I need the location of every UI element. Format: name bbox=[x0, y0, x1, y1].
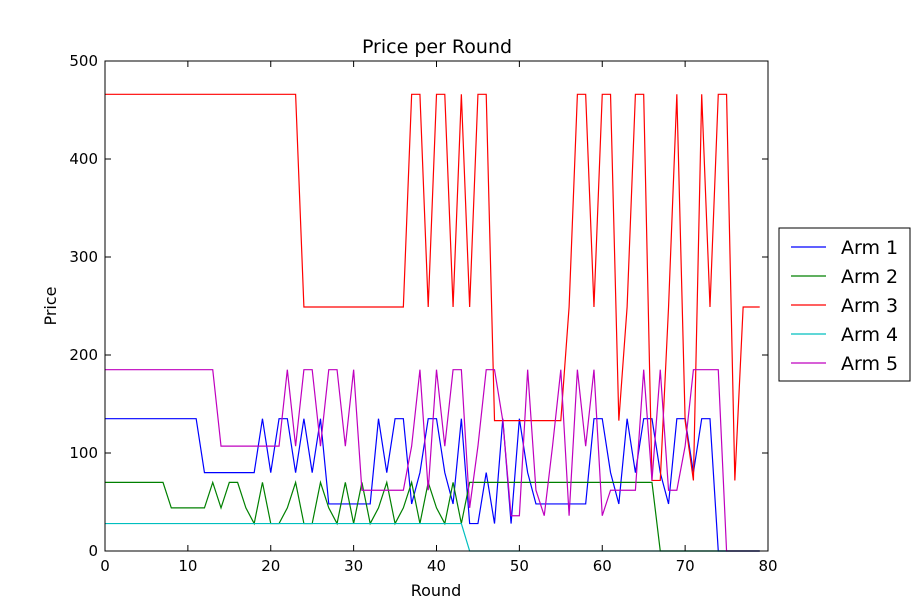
x-tick-label: 80 bbox=[758, 557, 777, 575]
x-tick-label: 50 bbox=[510, 557, 529, 575]
legend-label-1: Arm 1 bbox=[841, 237, 898, 259]
x-axis-title: Round bbox=[411, 581, 462, 600]
plot-lines bbox=[105, 93, 760, 552]
y-axis-title: Price bbox=[41, 286, 60, 325]
series-line-2 bbox=[105, 480, 760, 552]
legend: Arm 1 Arm 2 Arm 3 Arm 4 Arm 5 bbox=[778, 227, 911, 382]
y-tick-label: 0 bbox=[88, 542, 98, 560]
x-tick-label: 70 bbox=[676, 557, 695, 575]
legend-label-5: Arm 5 bbox=[841, 353, 898, 375]
x-tick-label: 10 bbox=[178, 557, 197, 575]
legend-label-2: Arm 2 bbox=[841, 266, 898, 288]
x-tick-label: 0 bbox=[100, 557, 110, 575]
axis-ticks bbox=[104, 60, 769, 552]
legend-label-4: Arm 4 bbox=[841, 324, 898, 346]
series-line-1 bbox=[105, 418, 760, 552]
legend-items: Arm 1 Arm 2 Arm 3 Arm 4 Arm 5 bbox=[791, 237, 898, 375]
y-tick-label: 200 bbox=[69, 346, 98, 364]
series-line-5 bbox=[105, 369, 760, 552]
y-tick-label: 400 bbox=[69, 150, 98, 168]
x-tick-label: 30 bbox=[344, 557, 363, 575]
legend-label-3: Arm 3 bbox=[841, 295, 898, 317]
chart-title: Price per Round bbox=[362, 36, 512, 58]
axis-tick-labels: 0 10 20 30 40 50 60 70 80 0 100 200 300 400 500 bbox=[69, 52, 777, 575]
x-tick-label: 20 bbox=[261, 557, 280, 575]
x-tick-label: 40 bbox=[427, 557, 446, 575]
y-tick-label: 500 bbox=[69, 52, 98, 70]
series-line-3 bbox=[105, 93, 760, 482]
series-line-4 bbox=[105, 522, 760, 552]
x-tick-label: 60 bbox=[593, 557, 612, 575]
y-tick-label: 100 bbox=[69, 444, 98, 462]
y-tick-label: 300 bbox=[69, 248, 98, 266]
